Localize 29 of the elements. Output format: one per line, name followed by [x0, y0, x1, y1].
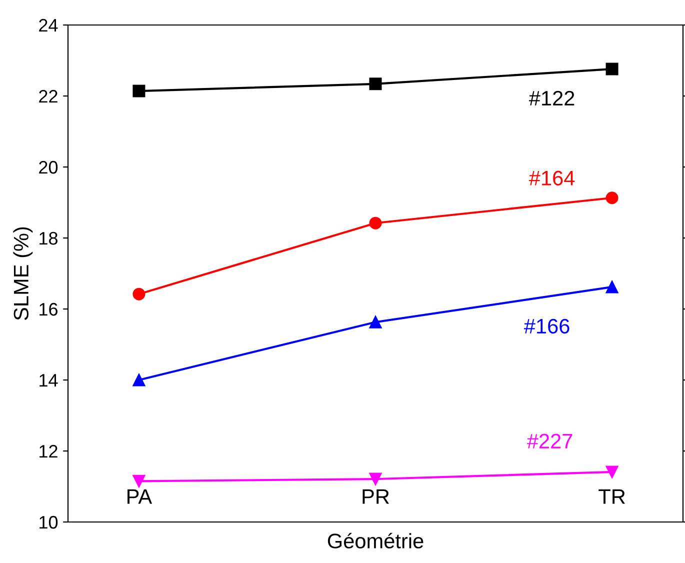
point [606, 192, 618, 204]
point [606, 466, 618, 478]
series-label: #166 [524, 318, 570, 334]
y-tick-label: 22 [39, 90, 58, 103]
series-label: #227 [526, 434, 572, 448]
y-tick-label: 20 [39, 160, 58, 174]
y-tick-label: 12 [40, 444, 58, 458]
series-label: #122 [528, 90, 574, 106]
point [369, 472, 382, 486]
point [606, 280, 618, 294]
point [369, 78, 382, 90]
point [132, 374, 146, 386]
y-tick-label: 16 [40, 302, 58, 316]
y-axis-title: SLME (%) [13, 227, 33, 320]
point [132, 288, 146, 300]
y-tick-label: 18 [40, 232, 58, 245]
x-tick-label: PA [128, 489, 152, 504]
point [132, 474, 146, 488]
series-label: #164 [528, 170, 575, 186]
y-tick-label: 10 [40, 516, 58, 529]
point [369, 316, 382, 328]
point [369, 216, 382, 230]
point [606, 62, 618, 76]
point [132, 84, 146, 98]
x-tick-label: TR [598, 489, 625, 504]
x-axis-title: Géométrie [328, 532, 424, 548]
y-tick-label: 24 [39, 18, 58, 32]
x-tick-label: PR [362, 489, 390, 504]
y-tick-label: 14 [40, 374, 58, 387]
